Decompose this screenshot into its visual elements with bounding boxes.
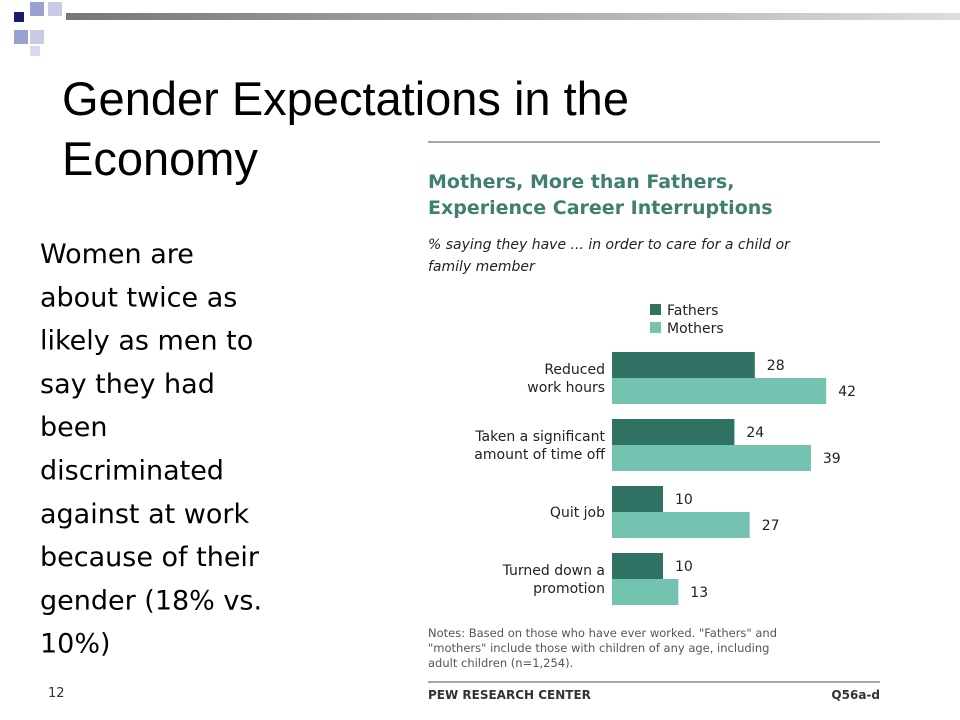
value-label: 42 <box>838 384 856 400</box>
chart-question: Q56a-d <box>831 688 880 702</box>
body-text: likely as men to <box>40 326 253 357</box>
chart-subtitle: % saying they have ... in order to care … <box>428 237 791 253</box>
value-label: 10 <box>675 492 693 508</box>
bar <box>612 378 827 404</box>
decor-square <box>48 2 62 16</box>
body-text: Women are <box>40 239 194 270</box>
category-label: Turned down a <box>502 563 605 579</box>
chart-title: Mothers, More than Fathers, <box>428 171 734 193</box>
legend-label: Fathers <box>667 303 718 319</box>
chart-note: adult children (n=1,254). <box>428 656 573 670</box>
body-text: gender (18% vs. <box>40 585 262 616</box>
bar <box>612 352 755 378</box>
category-label: Quit job <box>550 505 605 521</box>
decor-square <box>14 30 28 44</box>
decor-square <box>30 30 44 44</box>
category-label: amount of time off <box>474 447 605 463</box>
bar <box>612 579 679 605</box>
value-label: 10 <box>675 559 693 575</box>
value-label: 13 <box>690 585 708 601</box>
body-text: about twice as <box>40 282 237 313</box>
slide-title: Economy <box>62 132 258 185</box>
chart-note: Notes: Based on those who have ever work… <box>428 626 777 640</box>
value-label: 28 <box>767 358 785 374</box>
body-text: been <box>40 412 107 443</box>
chart-subtitle: family member <box>428 259 536 275</box>
bar <box>612 486 663 512</box>
decor-square <box>30 46 40 56</box>
value-label: 24 <box>746 425 764 441</box>
value-label: 27 <box>762 518 780 534</box>
page-number: 12 <box>48 686 65 701</box>
body-text: say they had <box>40 369 215 400</box>
decor-square <box>30 2 44 16</box>
legend-swatch <box>650 322 661 333</box>
chart-title: Experience Career Interruptions <box>428 197 773 219</box>
decor-square <box>14 12 24 22</box>
chart-source: PEW RESEARCH CENTER <box>428 688 591 702</box>
chart-note: "mothers" include those with children of… <box>428 641 769 655</box>
legend-swatch <box>650 304 661 315</box>
value-label: 39 <box>823 451 841 467</box>
body-text: against at work <box>40 499 249 530</box>
bar <box>612 553 663 579</box>
bar <box>612 419 735 445</box>
category-label: Taken a significant <box>474 429 605 445</box>
slide-title: Gender Expectations in the <box>62 72 629 125</box>
category-label: work hours <box>527 380 605 396</box>
body-text: 10%) <box>40 629 111 660</box>
body-text: discriminated <box>40 456 224 487</box>
decor-line <box>66 13 960 20</box>
category-label: promotion <box>533 581 605 597</box>
bar <box>612 445 811 471</box>
category-label: Reduced <box>544 362 605 378</box>
body-text: because of their <box>40 542 260 573</box>
legend-label: Mothers <box>667 321 724 337</box>
bar <box>612 512 750 538</box>
